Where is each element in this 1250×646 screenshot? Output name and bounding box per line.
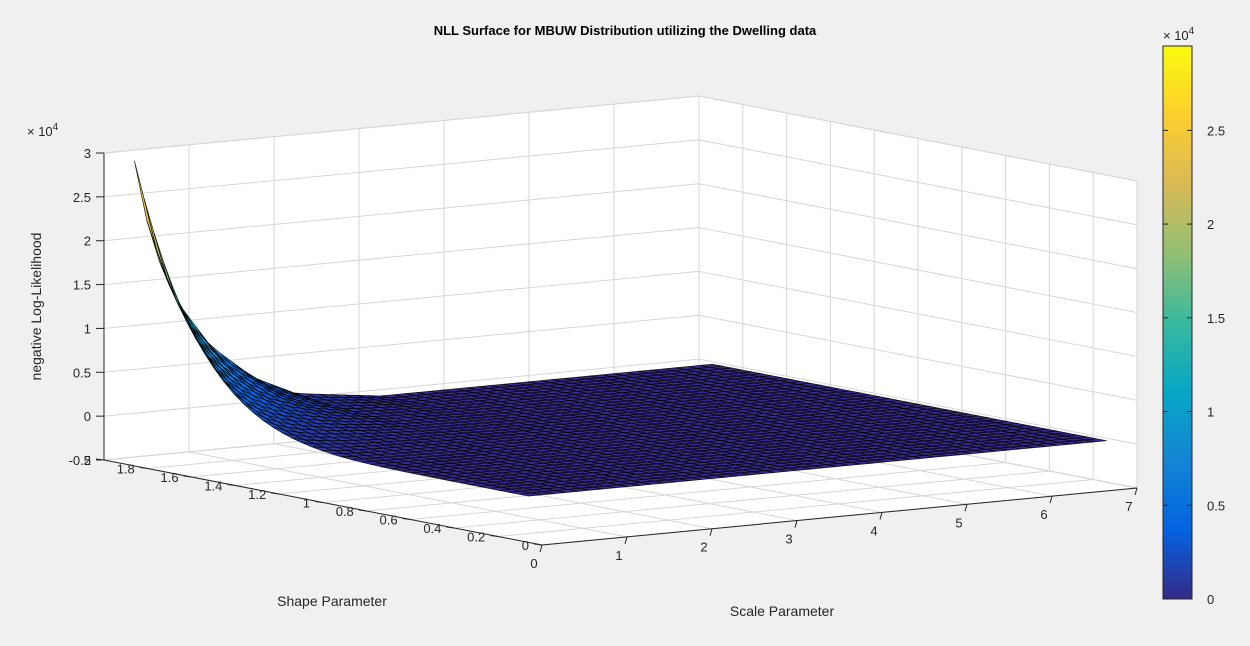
y-tick-label: 1.6	[161, 470, 179, 485]
y-tick-mark	[139, 467, 148, 469]
x-tick-mark	[879, 512, 883, 520]
y-tick-label: 0.4	[423, 521, 441, 536]
y-tick-mark	[402, 518, 411, 520]
y-tick-label: 0.2	[467, 530, 485, 545]
y-axis-label: Shape Parameter	[277, 593, 387, 609]
colorbar-tick-label: 0.5	[1207, 498, 1225, 513]
colorbar-exponent-power: 4	[1189, 26, 1195, 37]
x-tick-mark	[964, 504, 968, 512]
grid-line-y	[410, 462, 1006, 520]
x-tick-label: 5	[955, 515, 962, 530]
colorbar-gradient	[1162, 45, 1193, 600]
grid-line-y	[498, 479, 1094, 537]
colorbar: × 104 0 0.5 1 1.5 2 2.5	[1162, 26, 1225, 607]
grid-line-z	[698, 183, 1138, 270]
grid-line-z	[103, 227, 700, 286]
colorbar-tick-label: 0	[1207, 592, 1214, 607]
y-tick-label: 0	[522, 538, 529, 553]
colorbar-exponent: × 104	[1163, 26, 1195, 43]
y-tick-mark	[446, 526, 455, 529]
x-tick-label: 2	[700, 540, 707, 555]
z-tick-label: -0.5	[69, 453, 91, 468]
y-tick-label: 1.8	[117, 462, 135, 477]
y-tick-mark	[271, 492, 280, 495]
grid-line-z	[103, 139, 700, 198]
grid-line-z	[698, 227, 1138, 314]
grid-line-z	[103, 358, 700, 417]
x-tick-label: 3	[785, 532, 792, 547]
x-tick-mark	[709, 528, 713, 536]
z-tick-label: 0	[84, 409, 91, 424]
grid-line-z	[698, 314, 1138, 401]
z-tick-label: 1	[84, 321, 91, 336]
colorbar-tick-label: 2	[1207, 217, 1214, 232]
colorbar-tick-label: 2.5	[1207, 123, 1225, 138]
y-tick-mark	[314, 501, 324, 503]
grid-line-z	[698, 95, 1138, 182]
x-tick-mark	[1049, 496, 1053, 504]
chart-title: NLL Surface for MBUW Distribution utiliz…	[434, 23, 817, 38]
y-tick-label: 0.6	[380, 513, 398, 528]
surface-mesh	[134, 160, 1107, 497]
x-axis-label: Scale Parameter	[730, 603, 835, 619]
colorbar-ticks: 0 0.5 1 1.5 2 2.5	[1163, 123, 1225, 607]
colorbar-exponent-base: × 10	[1163, 28, 1189, 43]
y-tick-mark	[533, 543, 543, 546]
x-tick-mark	[539, 544, 543, 553]
x-tick-label: 7	[1125, 499, 1132, 514]
z-tick-label: 2	[84, 234, 91, 249]
z-exponent-power: 4	[53, 122, 59, 133]
z-tick-label: 0.5	[73, 365, 91, 380]
colorbar-tick-label: 1.5	[1207, 311, 1225, 326]
y-tick-label: 1.4	[204, 479, 222, 494]
grid-line-z	[698, 270, 1138, 357]
z-tick-label: 3	[84, 146, 91, 161]
x-tick-label: 6	[1040, 507, 1047, 522]
colorbar-tick-label: 1	[1207, 405, 1214, 420]
x-tick-label: 0	[530, 556, 537, 571]
y-tick-mark	[227, 484, 236, 486]
surface-cell	[518, 492, 541, 497]
grid-line-z	[698, 139, 1138, 226]
z-axis-exponent: × 104	[27, 122, 59, 139]
y-tick-mark	[358, 509, 367, 512]
x-axis-line	[541, 487, 1138, 546]
x-tick-mark	[1134, 487, 1138, 496]
x-tick-mark	[794, 520, 798, 528]
z-tick-label: 1.5	[73, 278, 91, 293]
y-tick-label: 2	[84, 453, 91, 468]
grid-line-z	[103, 183, 700, 242]
grid-line-y	[454, 470, 1050, 529]
tick-labels: 0123456700.20.40.60.811.21.41.61.82-0.50…	[69, 146, 1138, 571]
x-tick-label: 4	[870, 523, 877, 538]
grid-line-z	[698, 358, 1138, 445]
z-axis-label: negative Log-Likelihood	[28, 233, 44, 381]
z-exponent-base: × 10	[27, 124, 53, 139]
grid-line-z	[103, 270, 700, 329]
z-tick-label: 2.5	[73, 190, 91, 205]
x-tick-mark	[624, 536, 628, 544]
y-tick-label: 1.2	[248, 487, 266, 502]
x-tick-label: 1	[615, 548, 622, 563]
y-tick-mark	[183, 475, 192, 478]
grid-line-z	[103, 95, 700, 154]
y-tick-label: 1	[303, 496, 310, 511]
y-tick-mark	[490, 535, 499, 537]
y-tick-label: 0.8	[336, 504, 354, 519]
grid-line-z	[103, 314, 700, 373]
